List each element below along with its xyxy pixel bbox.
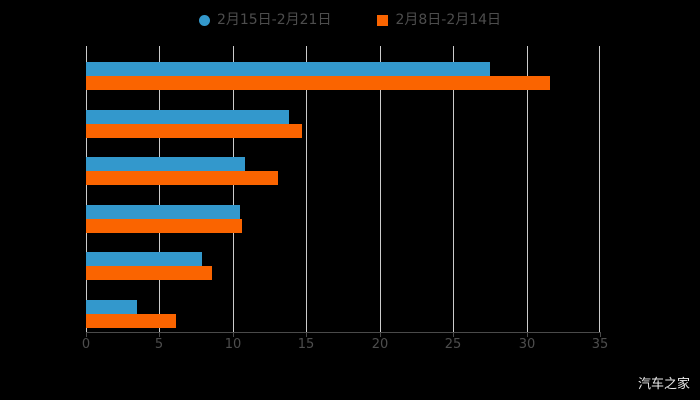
x-axis-tick-label: 0 xyxy=(81,337,91,352)
x-axis-tick-label: 35 xyxy=(591,337,609,352)
bar-group-row: 美国 xyxy=(86,46,600,94)
bar-group-row: 英国 xyxy=(86,284,600,332)
gridline-30 xyxy=(526,46,528,332)
legend-square-marker-icon xyxy=(377,14,389,26)
legend-label-series-a: 2月15日-2月21日 xyxy=(216,12,332,28)
bar-series-b[interactable] xyxy=(86,314,176,328)
x-axis-tick xyxy=(453,332,454,337)
bar-series-b[interactable] xyxy=(86,123,302,138)
x-axis-tick xyxy=(159,332,160,337)
x-axis-tick xyxy=(306,332,307,337)
x-axis-tick xyxy=(86,332,87,337)
watermark: 汽车之家 xyxy=(637,377,690,392)
gridline-25 xyxy=(453,46,455,332)
bar-series-b[interactable] xyxy=(86,76,551,90)
x-axis-tick-label: 15 xyxy=(297,337,315,352)
x-axis-tick-label: 30 xyxy=(518,337,536,352)
bar-group-row: 韩国 xyxy=(86,141,600,189)
gridline-15 xyxy=(306,46,308,332)
x-axis-tick xyxy=(527,332,528,337)
bar-series-a[interactable] xyxy=(86,62,490,76)
bar-series-a[interactable] xyxy=(86,204,241,219)
bar-series-a[interactable] xyxy=(86,109,289,124)
bar-series-a[interactable] xyxy=(86,157,245,172)
x-axis-tick-label: 25 xyxy=(444,337,462,352)
x-axis-tick-label: 20 xyxy=(371,337,389,352)
x-axis-tick xyxy=(380,332,381,337)
bar-series-b[interactable] xyxy=(86,266,213,281)
legend-label-series-b: 2月8日-2月14日 xyxy=(395,12,502,28)
bar-series-b[interactable] xyxy=(86,171,279,186)
bar-series-b[interactable] xyxy=(86,218,242,233)
plot-area: 美国 德国 韩国 日本 中国 英国 xyxy=(86,46,600,332)
bar-series-a[interactable] xyxy=(86,252,203,267)
bar-group-row: 德国 xyxy=(86,94,600,142)
x-axis-line xyxy=(86,332,600,333)
x-axis-tick xyxy=(600,332,601,337)
x-axis-tick xyxy=(233,332,234,337)
gridline-0 xyxy=(86,46,87,332)
bar-group-row: 中国 xyxy=(86,236,600,284)
gridline-35 xyxy=(599,46,600,332)
chart-legend: 2月15日-2月21日 2月8日-2月14日 xyxy=(0,8,700,32)
gridline-10 xyxy=(232,46,234,332)
legend-item-series-a[interactable]: 2月15日-2月21日 xyxy=(198,12,332,28)
gridline-20 xyxy=(379,46,381,332)
legend-circle-marker-icon xyxy=(198,14,210,26)
gridline-5 xyxy=(159,46,161,332)
x-axis-tick-label: 10 xyxy=(224,337,242,352)
bar-group-row: 日本 xyxy=(86,189,600,237)
x-axis-tick-label: 5 xyxy=(154,337,164,352)
legend-item-series-b[interactable]: 2月8日-2月14日 xyxy=(377,13,501,27)
bar-series-a[interactable] xyxy=(86,300,138,314)
